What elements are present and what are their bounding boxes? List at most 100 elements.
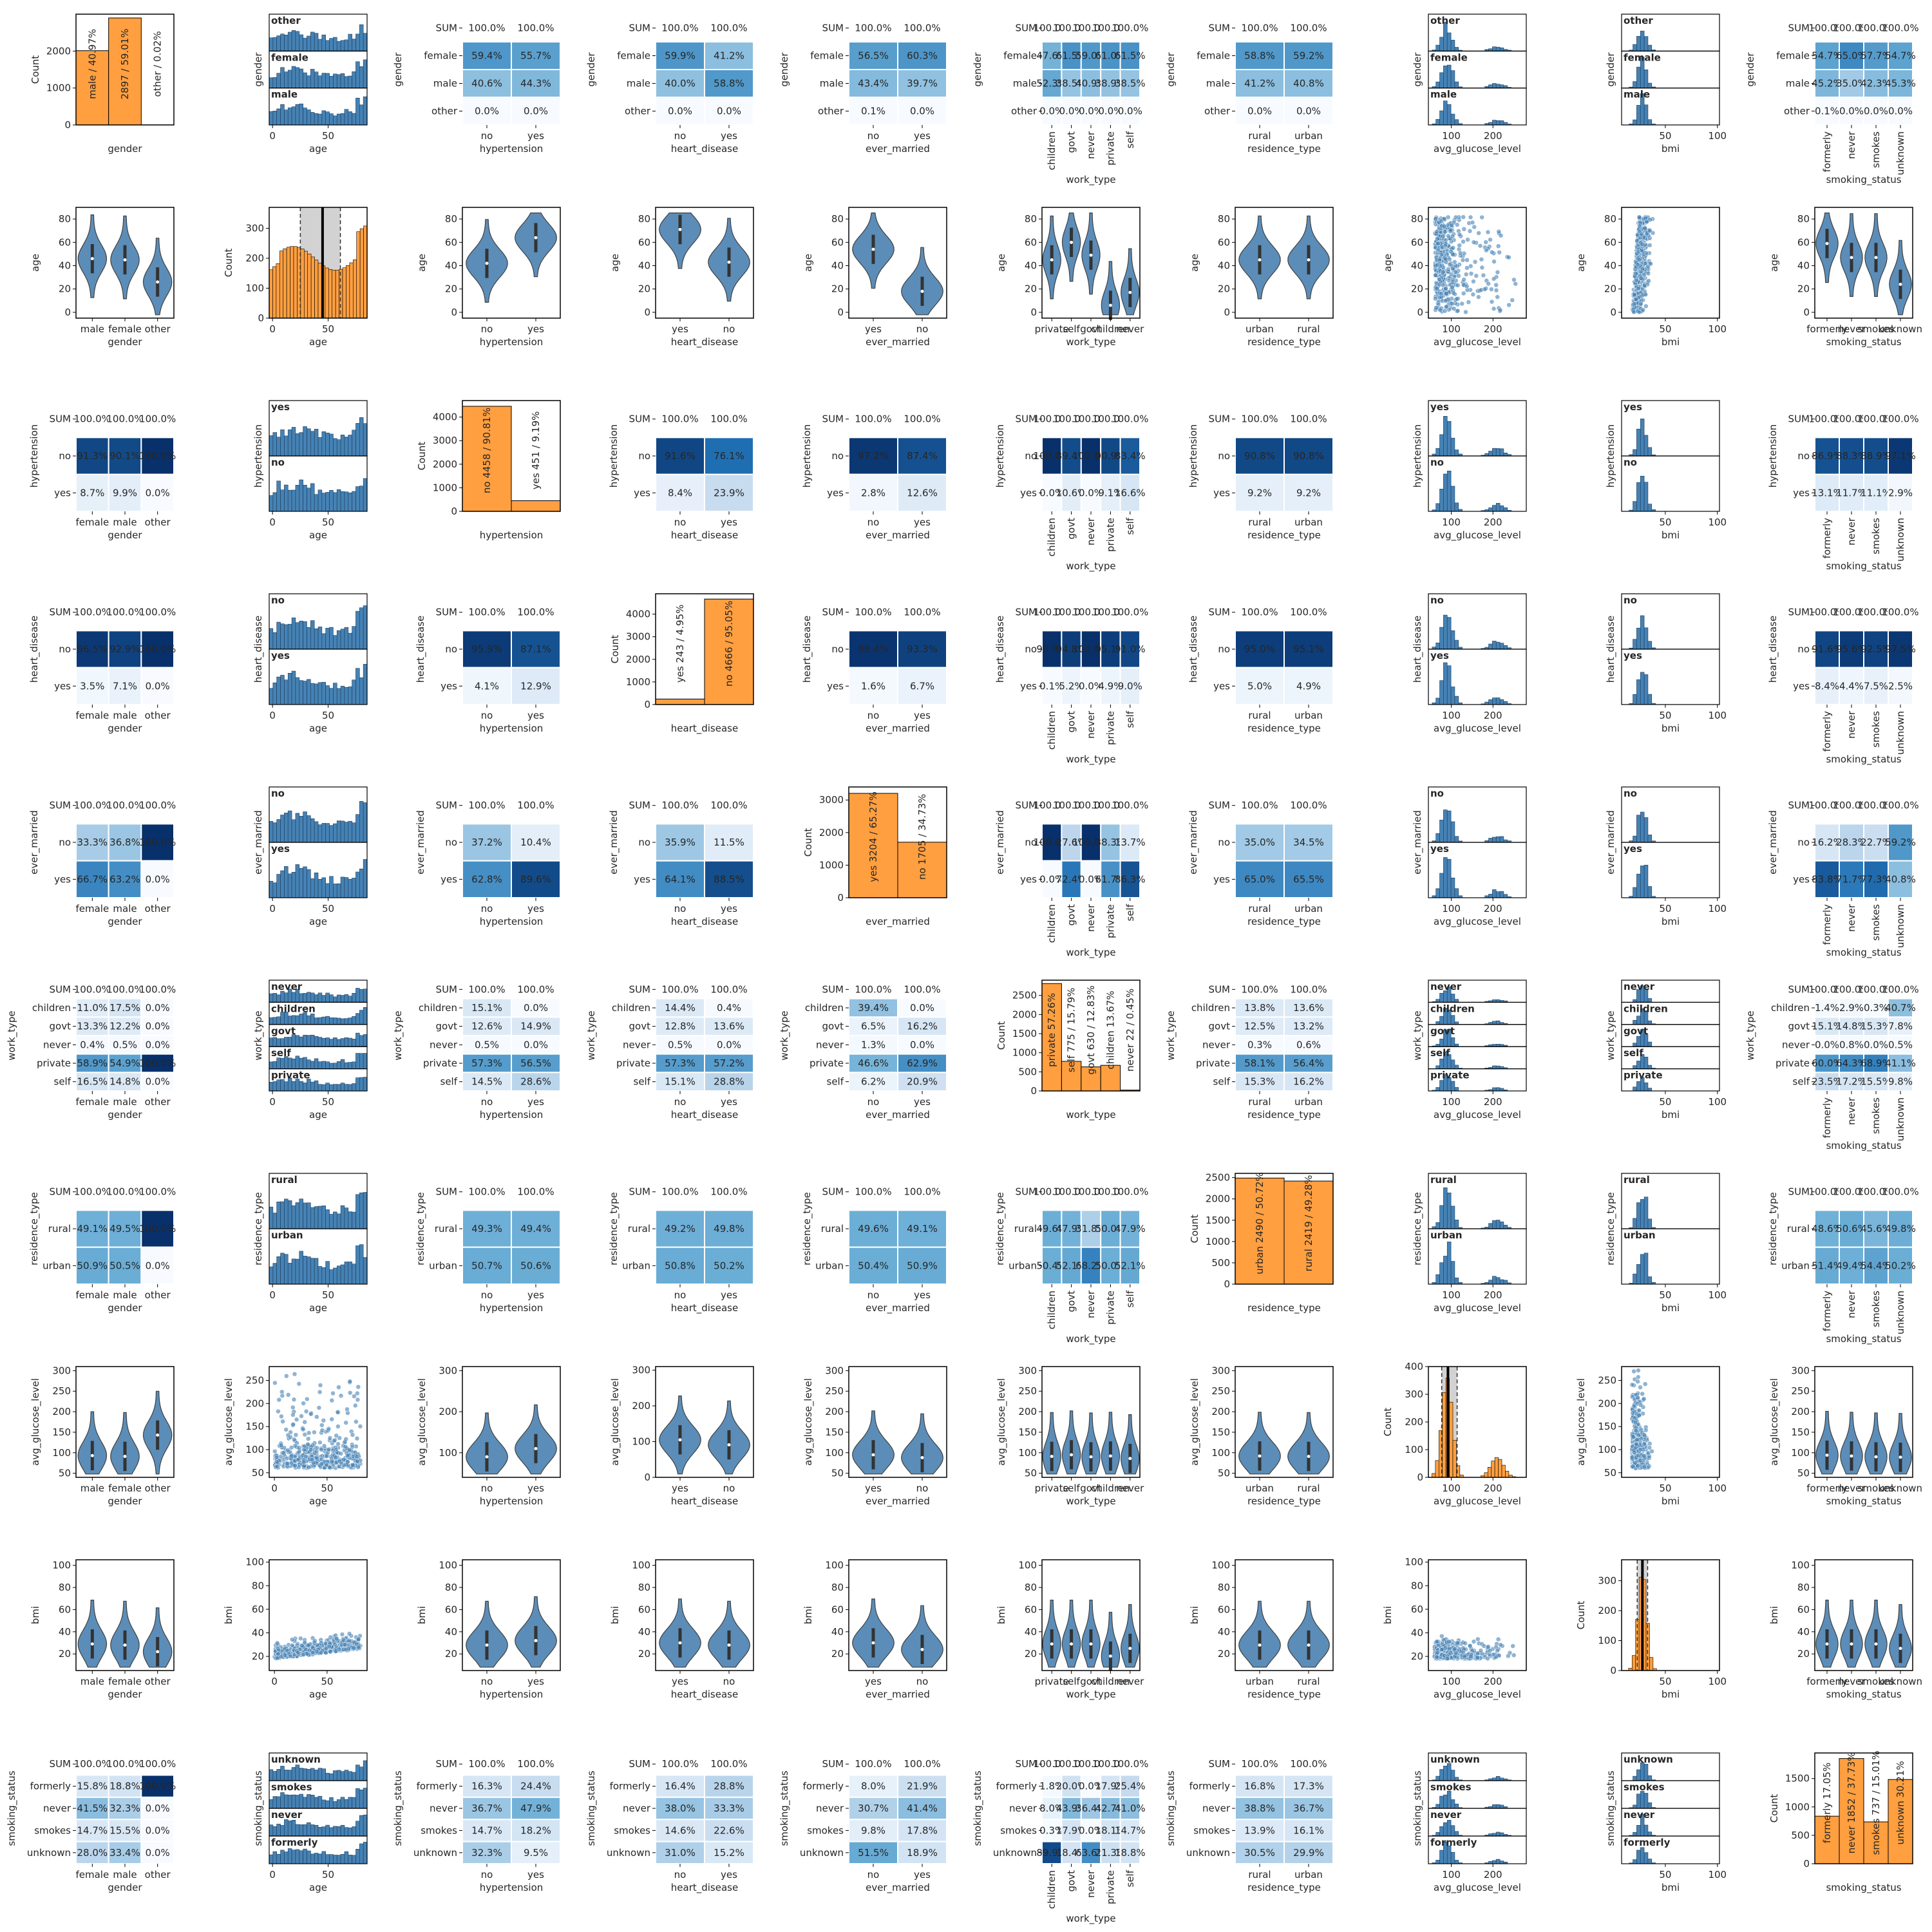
subplot-bar-r9c9: formerly 17.05% never 1852 / 37.73% smokes… — [1768, 1750, 1913, 1894]
axes-frame — [848, 786, 947, 898]
scatter-point — [1488, 237, 1493, 242]
cell-value: 15.1% — [665, 1076, 696, 1088]
y-tick-label: 0 — [451, 307, 457, 318]
cell-value: 100.0% — [517, 800, 554, 811]
y-tick-label: 0 — [1030, 307, 1037, 318]
y-tick-label: no — [1797, 643, 1810, 655]
y-tick-label: never — [1202, 1803, 1231, 1814]
y-tick-label: 40 — [1797, 1626, 1810, 1638]
scatter-point — [1641, 1396, 1647, 1401]
cell-value: 40.8% — [1293, 78, 1324, 90]
y-tick-label: 300 — [1018, 1365, 1037, 1376]
cell-value: 0.0% — [146, 487, 170, 498]
x-tick-label: children — [1046, 711, 1057, 750]
scatter-point — [1632, 301, 1637, 307]
scatter-point — [1472, 259, 1478, 265]
cell-value: 0.0% — [146, 1803, 170, 1814]
y-tick-label: never — [430, 1803, 458, 1814]
x-tick-label: no — [916, 1676, 929, 1687]
cell-value: 100.0% — [468, 607, 505, 618]
y-tick-label: 80 — [1604, 213, 1616, 225]
cell-value: 13.9% — [1244, 1824, 1275, 1836]
scatter-point — [352, 1394, 357, 1399]
heatmap-cell — [1839, 786, 1864, 825]
scatter-point — [1442, 229, 1448, 234]
y-tick-label: never — [1009, 1803, 1037, 1814]
cell-value: 0.5% — [113, 1039, 137, 1050]
cell-value: 100.0% — [904, 607, 940, 618]
cell-value: 91.3% — [77, 450, 108, 462]
x-tick-label: 100 — [1442, 323, 1461, 335]
cell-value: 16.1% — [1293, 1824, 1324, 1836]
cell-value: 100.0% — [1857, 413, 1894, 425]
heatmap-cell — [462, 69, 512, 98]
y-tick-label: 200 — [439, 1406, 457, 1417]
scatter-point — [1440, 282, 1445, 288]
hist-bar — [356, 231, 361, 319]
cell-value: 5.2% — [1059, 680, 1084, 692]
cell-value: 91.6% — [1812, 643, 1842, 655]
violin-median — [1899, 1455, 1902, 1459]
cell-value: 1.6% — [861, 680, 886, 692]
scatter-point — [355, 1397, 361, 1403]
y-tick-label: 0 — [1803, 1858, 1810, 1870]
y-tick-label: unknown — [607, 1847, 650, 1859]
y-axis-label: age — [609, 254, 621, 272]
x-axis-label: smoking_status — [1826, 1495, 1901, 1508]
y-tick-label: 20 — [638, 283, 650, 295]
scatter-point — [306, 1430, 312, 1435]
subplot-heatmap-r6c5: 100.0%100.0%100.0%100.0%100.0%49.6%47.9%… — [994, 1173, 1148, 1345]
cell-value: 16.3% — [471, 1781, 502, 1792]
x-tick-label: govt — [1066, 518, 1077, 540]
cell-value: 0.8% — [1839, 1039, 1864, 1050]
y-tick-label: SUM — [1016, 1186, 1037, 1198]
scatter-point — [1485, 229, 1491, 235]
y-tick-label: 1000 — [1785, 1801, 1810, 1813]
y-tick-label: smokes — [807, 1824, 844, 1836]
cell-value: 61.7% — [1095, 873, 1126, 885]
y-tick-label: 40 — [1411, 1627, 1423, 1638]
x-axis-label: work_type — [1066, 1333, 1115, 1345]
cell-value: 100.0% — [1833, 607, 1870, 618]
heatmap-cell — [1235, 823, 1285, 862]
y-tick-label: private — [616, 1057, 650, 1069]
y-tick-label: SUM — [436, 983, 457, 995]
y-tick-label: no — [1797, 837, 1810, 848]
cell-value: 0.0% — [1079, 106, 1103, 117]
y-tick-label: SUM — [1209, 1758, 1230, 1770]
hist-bar — [283, 248, 287, 319]
scatter-point — [1461, 290, 1466, 296]
cell-value: 97.5% — [1885, 643, 1916, 655]
y-tick-label: 80 — [638, 1582, 650, 1593]
cell-value: 14.8% — [109, 1076, 140, 1088]
cell-value: 95.6% — [1836, 643, 1867, 655]
scatter-point — [279, 1414, 284, 1419]
x-axis-label: work_type — [1066, 1495, 1115, 1508]
scatter-point — [1492, 259, 1497, 264]
y-axis-label: age — [30, 254, 41, 272]
y-axis-label: bmi — [996, 1606, 1007, 1624]
x-axis-label: work_type — [1066, 947, 1115, 959]
heatmap-cell — [848, 473, 898, 513]
data-label: unknown 30.21% — [1895, 1761, 1906, 1844]
cell-value: 13.6% — [1293, 1002, 1324, 1014]
scatter-point — [333, 1455, 339, 1460]
y-tick-label: no — [445, 837, 457, 848]
cell-value: 100.0% — [74, 607, 111, 618]
cell-value: 17.5% — [109, 1002, 140, 1014]
heatmap-cell — [655, 437, 705, 475]
y-tick-label: self — [54, 1076, 71, 1088]
violin-median — [1089, 1642, 1093, 1646]
heatmap-cell — [1119, 97, 1141, 126]
y-tick-label: no — [1218, 837, 1230, 848]
cell-value: 24.4% — [520, 1781, 551, 1792]
y-tick-label: 100 — [1211, 1447, 1230, 1459]
hist-bar — [293, 246, 298, 319]
heatmap-cell — [140, 667, 175, 705]
x-tick-label: never — [1085, 517, 1097, 545]
y-tick-label: SUM — [50, 1758, 71, 1770]
heatmap-cell — [1080, 786, 1102, 825]
x-axis-label: residence_type — [1247, 143, 1321, 155]
scatter-point — [1495, 294, 1500, 299]
